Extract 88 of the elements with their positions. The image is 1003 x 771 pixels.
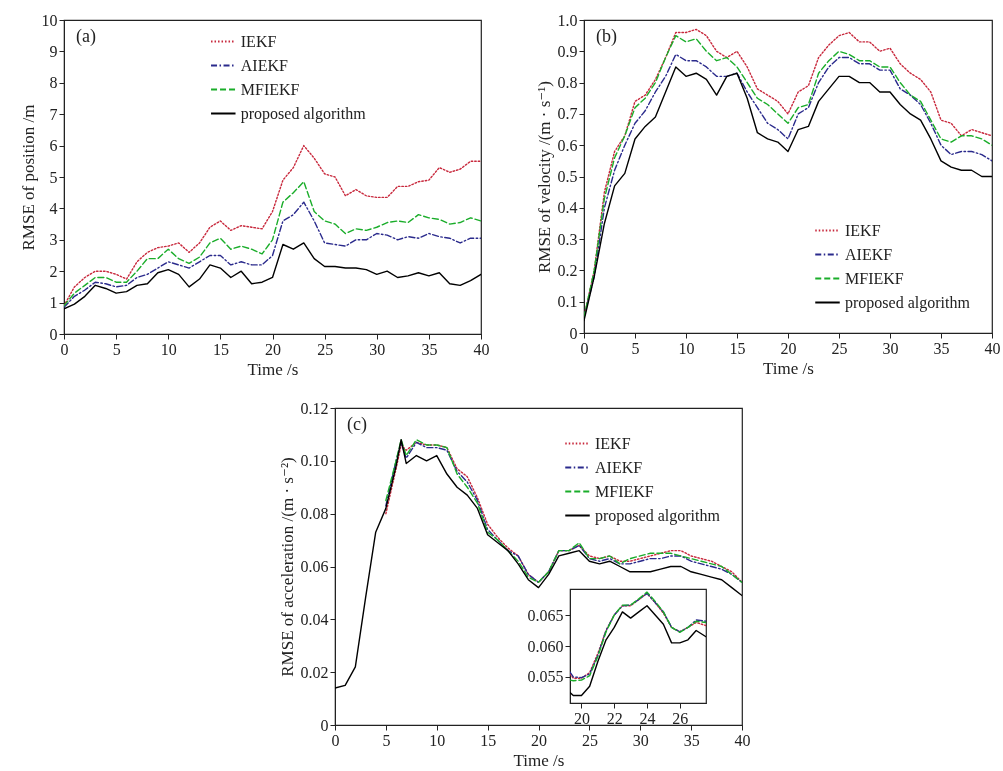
y-tick-label: 0.5	[557, 168, 578, 185]
x-tick-label: 35	[421, 340, 438, 358]
x-tick-label: 0	[580, 339, 589, 357]
line-series	[64, 181, 481, 307]
x-axis-title: Time /s	[763, 358, 814, 378]
legend-label: AIEKF	[845, 245, 893, 263]
x-tick-label: 40	[984, 339, 1001, 357]
legend-label: proposed algorithm	[845, 293, 971, 312]
x-tick-label: 5	[631, 339, 640, 357]
y-tick-label: 9	[49, 42, 58, 60]
y-tick-label: 0.12	[300, 399, 329, 417]
y-tick-label: 5	[49, 168, 58, 186]
annotation: (a)	[76, 26, 96, 47]
y-tick-label: 0.055	[527, 668, 564, 686]
x-tick-label: 20	[573, 709, 590, 727]
y-tick-label: 0.065	[527, 606, 564, 624]
x-tick-label: 30	[369, 340, 386, 358]
y-tick-label: 3	[49, 231, 58, 249]
y-tick-label: 6	[49, 137, 58, 155]
y-tick-label: 0	[569, 324, 578, 342]
y-tick-label: 4	[49, 199, 58, 217]
y-tick-label: 0.060	[527, 637, 564, 655]
line-series	[64, 242, 481, 310]
x-tick-label: 20	[780, 339, 797, 357]
x-tick-label: 15	[212, 340, 229, 358]
y-tick-label: 8	[49, 74, 58, 92]
legend-label: IEKF	[845, 221, 881, 239]
x-tick-label: 15	[480, 731, 497, 749]
x-tick-label: 25	[831, 339, 848, 357]
legend-label: proposed algorithm	[240, 104, 367, 123]
annotation: (c)	[347, 414, 367, 435]
x-tick-label: 26	[672, 709, 689, 727]
legend-label: proposed algorithm	[595, 506, 721, 525]
x-tick-label: 22	[606, 709, 623, 727]
y-axis-title: RMSE of acceleration /(m · s⁻²)	[277, 457, 297, 677]
y-tick-label: 10	[41, 11, 58, 29]
x-tick-label: 35	[933, 339, 950, 357]
x-tick-label: 10	[429, 731, 446, 749]
x-tick-label: 24	[639, 709, 656, 727]
line-series	[335, 439, 742, 689]
legend-label: AIEKF	[595, 458, 643, 476]
x-tick-label: 0	[60, 340, 69, 358]
y-tick-label: 0.2	[557, 261, 578, 279]
x-tick-label: 20	[265, 340, 281, 358]
y-tick-label: 0.10	[300, 452, 329, 470]
y-tick-label: 0.4	[557, 199, 578, 217]
y-tick-label: 1	[49, 294, 58, 312]
y-tick-label: 0	[49, 325, 58, 343]
y-tick-label: 0.9	[557, 42, 578, 60]
x-tick-label: 10	[678, 339, 695, 357]
y-tick-label: 0.02	[300, 663, 329, 681]
x-tick-label: 30	[632, 731, 649, 749]
x-tick-label: 10	[160, 340, 177, 358]
x-tick-label: 15	[729, 339, 746, 357]
x-tick-label: 30	[882, 339, 899, 357]
x-tick-label: 35	[683, 731, 700, 749]
y-tick-label: 2	[49, 262, 58, 280]
x-axis-title: Time /s	[513, 750, 565, 770]
x-tick-label: 5	[382, 731, 391, 749]
x-tick-label: 25	[317, 340, 334, 358]
x-axis-title: Time /s	[247, 359, 299, 379]
y-tick-label: 0.8	[557, 74, 578, 92]
y-tick-label: 0.3	[557, 230, 578, 248]
line-series	[64, 201, 481, 309]
legend-label: IEKF	[595, 434, 631, 452]
y-tick-label: 1.0	[557, 11, 578, 29]
y-axis-title: RMSE of velocity /(m · s⁻¹)	[534, 80, 554, 274]
x-tick-label: 20	[531, 731, 547, 749]
legend-label: MFIEKF	[240, 80, 300, 98]
annotation: (b)	[596, 26, 617, 47]
y-tick-label: 7	[49, 105, 58, 123]
legend-label: MFIEKF	[595, 482, 654, 500]
x-tick-label: 40	[473, 340, 490, 358]
x-tick-label: 40	[734, 731, 751, 749]
y-tick-label: 0.08	[300, 505, 329, 523]
legend-label: AIEKF	[240, 56, 288, 74]
y-tick-label: 0.1	[557, 293, 578, 311]
x-tick-label: 25	[581, 731, 598, 749]
x-tick-label: 5	[112, 340, 121, 358]
legend-label: MFIEKF	[845, 269, 904, 287]
y-tick-label: 0.06	[300, 558, 329, 575]
legend-label: IEKF	[240, 32, 277, 50]
y-tick-label: 0.7	[557, 105, 578, 123]
x-tick-label: 0	[331, 731, 340, 749]
y-axis-title: RMSE of position /m	[18, 104, 38, 251]
y-tick-label: 0.04	[300, 610, 329, 628]
y-tick-label: 0.6	[557, 136, 578, 154]
line-series	[570, 605, 706, 697]
